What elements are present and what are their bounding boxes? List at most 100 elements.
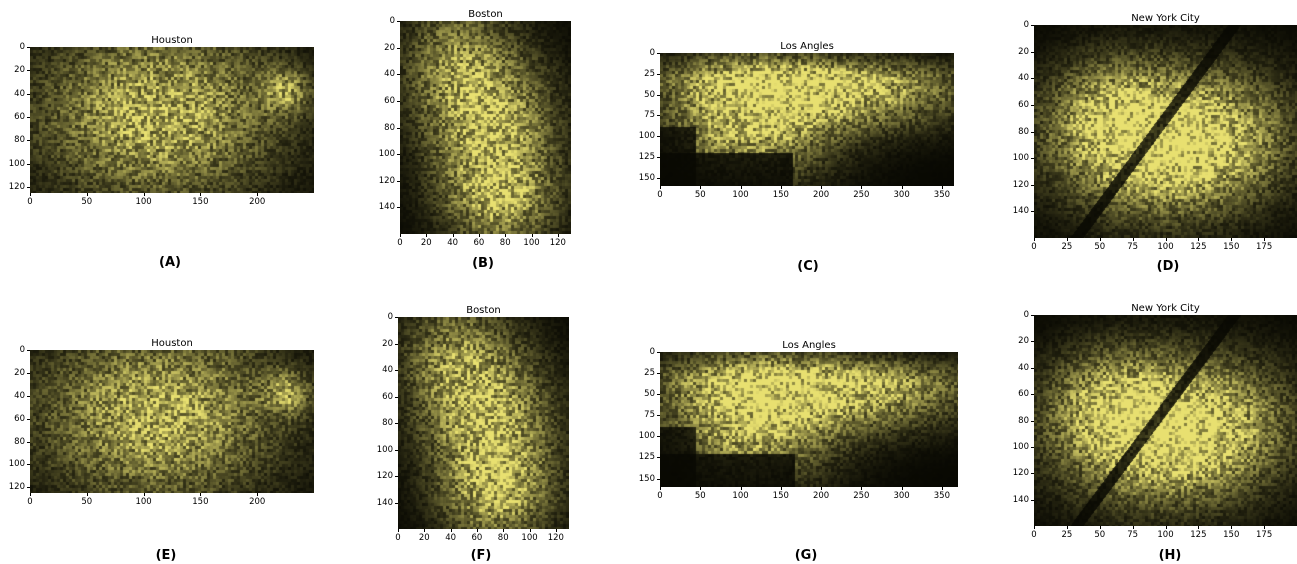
x-tick-label: 150	[772, 190, 789, 200]
y-tick-mark	[397, 21, 400, 22]
panel-caption: (G)	[794, 548, 818, 563]
x-tick-label: 300	[893, 190, 910, 200]
y-tick-mark	[657, 177, 660, 179]
y-tick-label: 100	[8, 459, 25, 470]
x-tick-mark	[1099, 526, 1101, 529]
x-tick-mark	[529, 529, 531, 532]
y-tick-label: 80	[1018, 415, 1029, 426]
x-tick-mark	[555, 529, 557, 532]
y-tick-mark	[657, 352, 660, 353]
y-tick-label: 50	[644, 389, 655, 400]
x-tick-label: 175	[1256, 530, 1273, 540]
panel-caption: (B)	[472, 256, 494, 271]
y-tick-mark	[27, 70, 30, 72]
y-tick-mark	[27, 350, 30, 351]
x-tick-mark	[1066, 526, 1068, 529]
y-tick-label: 140	[1012, 206, 1029, 217]
y-tick-label: 0	[649, 48, 655, 58]
x-tick-label: 60	[471, 533, 483, 543]
x-tick-mark	[1198, 526, 1200, 529]
y-tick-label: 40	[382, 365, 393, 375]
y-tick-mark	[657, 457, 660, 459]
y-tick-label: 120	[8, 482, 25, 493]
y-tick-label: 120	[1012, 468, 1029, 479]
x-tick-label: 100	[1157, 242, 1174, 252]
y-tick-label: 140	[376, 497, 393, 508]
y-tick-mark	[395, 423, 398, 424]
x-tick-label: 200	[249, 497, 266, 507]
y-tick-label: 100	[1012, 441, 1029, 452]
x-tick-label: 0	[27, 197, 33, 207]
x-tick-mark	[1264, 238, 1266, 241]
y-tick-mark	[27, 93, 30, 95]
y-tick-mark	[397, 127, 400, 129]
x-tick-mark	[257, 493, 259, 496]
x-tick-mark	[861, 487, 863, 490]
y-tick-mark	[397, 207, 400, 209]
y-tick-label: 20	[384, 42, 395, 53]
x-tick-label: 75	[1127, 242, 1139, 252]
satellite-night-lights-image	[660, 53, 954, 186]
x-tick-mark	[941, 186, 943, 189]
x-tick-label: 150	[1223, 242, 1240, 252]
x-tick-mark	[143, 493, 145, 496]
panel-title: New York City	[1131, 13, 1200, 24]
y-tick-label: 120	[8, 182, 25, 193]
y-tick-mark	[1031, 158, 1034, 160]
x-tick-label: 40	[445, 533, 457, 543]
y-tick-label: 40	[384, 69, 395, 80]
x-tick-mark	[398, 529, 399, 532]
panel-title: Boston	[468, 9, 503, 20]
x-tick-label: 120	[547, 533, 564, 543]
y-tick-label: 60	[1018, 389, 1029, 400]
y-tick-label: 20	[1018, 46, 1029, 57]
x-tick-mark	[821, 186, 823, 189]
panel-caption: (D)	[1156, 259, 1180, 274]
x-tick-mark	[941, 487, 943, 490]
y-tick-label: 120	[1012, 179, 1029, 190]
x-tick-label: 100	[732, 491, 749, 501]
x-tick-label: 25	[1061, 242, 1073, 252]
x-tick-mark	[821, 487, 823, 490]
y-tick-label: 150	[638, 473, 655, 484]
x-tick-label: 200	[812, 190, 830, 200]
x-tick-label: 200	[249, 197, 266, 207]
x-tick-mark	[531, 234, 533, 237]
y-tick-label: 75	[644, 410, 655, 421]
y-tick-label: 80	[14, 436, 25, 447]
y-tick-mark	[395, 317, 398, 318]
y-tick-label: 75	[644, 110, 655, 121]
satellite-night-lights-image	[1034, 25, 1297, 238]
y-tick-label: 60	[14, 413, 25, 424]
satellite-night-lights-image	[1034, 315, 1297, 526]
x-tick-label: 20	[420, 238, 432, 248]
x-tick-label: 0	[395, 533, 401, 543]
y-tick-mark	[27, 464, 30, 466]
y-tick-mark	[27, 372, 30, 374]
x-tick-mark	[901, 487, 903, 490]
y-tick-mark	[1031, 341, 1034, 343]
y-tick-mark	[1031, 473, 1034, 475]
y-tick-mark	[395, 343, 398, 345]
x-tick-mark	[86, 493, 88, 496]
y-tick-label: 0	[387, 312, 393, 322]
y-tick-label: 100	[8, 158, 25, 169]
y-tick-label: 60	[1018, 99, 1029, 110]
x-tick-label: 150	[192, 497, 209, 507]
y-tick-mark	[27, 187, 30, 189]
y-tick-label: 125	[638, 151, 655, 162]
y-tick-mark	[395, 502, 398, 504]
x-tick-mark	[1264, 526, 1266, 529]
y-tick-label: 20	[14, 367, 25, 378]
y-tick-mark	[397, 100, 400, 102]
y-tick-mark	[657, 94, 660, 96]
y-tick-mark	[1031, 420, 1034, 422]
x-tick-mark	[476, 529, 478, 532]
x-tick-label: 25	[1061, 530, 1073, 540]
y-tick-label: 25	[644, 368, 655, 379]
panel-caption: (F)	[470, 548, 492, 563]
x-tick-mark	[780, 487, 782, 490]
panel-caption: (A)	[159, 255, 181, 270]
x-tick-mark	[1132, 238, 1134, 241]
x-tick-mark	[1165, 526, 1167, 529]
